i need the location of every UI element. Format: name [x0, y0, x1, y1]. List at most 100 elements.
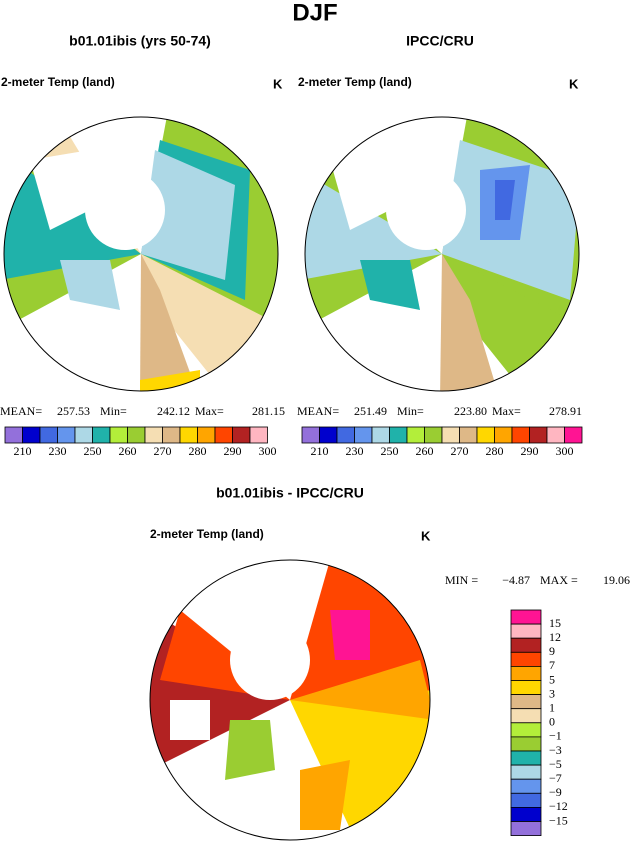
colorbar-box — [510, 807, 542, 822]
colorbar-box — [510, 623, 542, 639]
stat-value: 19.06 — [603, 573, 630, 587]
colorbar-box — [510, 680, 542, 696]
colorbar-label: 260 — [416, 444, 434, 458]
colorbar-box — [406, 426, 425, 444]
colorbar-label: −15 — [549, 813, 568, 827]
colorbar-label: 270 — [451, 444, 469, 458]
figure-title: DJF — [292, 0, 337, 26]
stat-value: 242.12 — [157, 404, 190, 418]
colorbar-label: 250 — [381, 444, 399, 458]
colorbar-label: 280 — [189, 444, 207, 458]
colorbar-box — [494, 426, 513, 444]
colorbar-box — [459, 426, 478, 444]
stat-label: Max= — [195, 404, 224, 418]
colorbar-box — [529, 426, 548, 444]
panel-title: b01.01ibis (yrs 50-74) — [69, 33, 211, 49]
colorbar-box — [144, 426, 163, 444]
colorbar-label: 230 — [346, 444, 364, 458]
colorbar-box — [564, 426, 583, 444]
colorbar-label: 12 — [549, 630, 561, 644]
colorbar-box — [74, 426, 93, 444]
units-label: K — [273, 76, 283, 91]
colorbar-box — [92, 426, 111, 444]
colorbar-label: 5 — [549, 672, 555, 686]
colorbar-label: 210 — [14, 444, 32, 458]
colorbar-label: 3 — [549, 686, 555, 700]
colorbar-label: 290 — [521, 444, 539, 458]
colorbar-label: −7 — [549, 771, 562, 785]
colorbar-label: 300 — [556, 444, 574, 458]
colorbar-box — [510, 764, 542, 780]
colorbar-label: −3 — [549, 743, 562, 757]
colorbar-box — [389, 426, 408, 444]
colorbar-box — [510, 694, 542, 710]
colorbar-box — [510, 666, 542, 681]
colorbar-label: −1 — [549, 729, 562, 743]
colorbar-box — [301, 426, 320, 444]
colorbar-label: 15 — [549, 616, 561, 630]
colorbar-box — [510, 750, 542, 766]
units-label: K — [569, 76, 579, 91]
colorbar-box — [354, 426, 373, 444]
units-label: K — [421, 528, 431, 543]
colorbar-box — [371, 426, 390, 444]
colorbar-box — [127, 426, 146, 444]
colorbar-box — [510, 736, 542, 752]
colorbar-box — [319, 426, 338, 444]
colorbar-label: 270 — [154, 444, 172, 458]
colorbar-box — [4, 426, 23, 444]
stat-value: 251.49 — [354, 404, 387, 418]
panel-title: IPCC/CRU — [406, 33, 474, 49]
map — [150, 560, 430, 840]
stat-label: Max= — [492, 404, 521, 418]
colorbar-box — [510, 708, 542, 724]
colorbar-box — [197, 426, 216, 444]
colorbar-label: 250 — [84, 444, 102, 458]
map — [4, 117, 278, 391]
colorbar-label: −9 — [549, 785, 562, 799]
colorbar-label: 230 — [49, 444, 67, 458]
colorbar-label: 300 — [259, 444, 277, 458]
colorbar-label: 280 — [486, 444, 504, 458]
map-border — [3, 116, 279, 392]
colorbar-box — [179, 426, 198, 444]
stat-value: 281.15 — [252, 404, 285, 418]
stat-value: 223.80 — [454, 404, 487, 418]
colorbar-box — [511, 426, 530, 444]
colorbar-box — [214, 426, 233, 444]
stat-label: MEAN= — [0, 404, 42, 418]
map-border — [149, 559, 431, 841]
colorbar-box — [232, 426, 251, 444]
colorbar-box — [510, 792, 542, 808]
stat-value: 257.53 — [57, 404, 90, 418]
stat-label: MEAN= — [297, 404, 339, 418]
colorbar-box — [109, 426, 128, 444]
colorbar-box — [510, 609, 542, 625]
colorbar-label: −12 — [549, 799, 568, 813]
colorbar-label: 290 — [224, 444, 242, 458]
colorbar-box — [39, 426, 58, 444]
stat-value: −4.87 — [502, 573, 530, 587]
colorbar-box — [510, 651, 542, 667]
colorbar-box — [22, 426, 41, 444]
colorbar-box — [476, 426, 495, 444]
colorbar-box — [424, 426, 443, 444]
colorbar-box — [510, 722, 542, 738]
colorbar-box — [510, 637, 542, 653]
colorbar-box — [546, 426, 565, 444]
stat-label: Min= — [100, 404, 127, 418]
colorbar-label: 260 — [119, 444, 137, 458]
map — [305, 117, 579, 391]
variable-label: 2-meter Temp (land) — [1, 75, 115, 89]
variable-label: 2-meter Temp (land) — [150, 527, 264, 541]
colorbar-label: 0 — [549, 715, 555, 729]
stat-value: 278.91 — [549, 404, 582, 418]
stat-label: MIN = — [445, 573, 478, 587]
variable-label: 2-meter Temp (land) — [298, 75, 412, 89]
colorbar-box — [510, 778, 542, 794]
map-border — [304, 116, 580, 392]
colorbar-box — [510, 821, 542, 837]
colorbar-label: 1 — [549, 700, 555, 714]
colorbar-box — [57, 426, 76, 444]
